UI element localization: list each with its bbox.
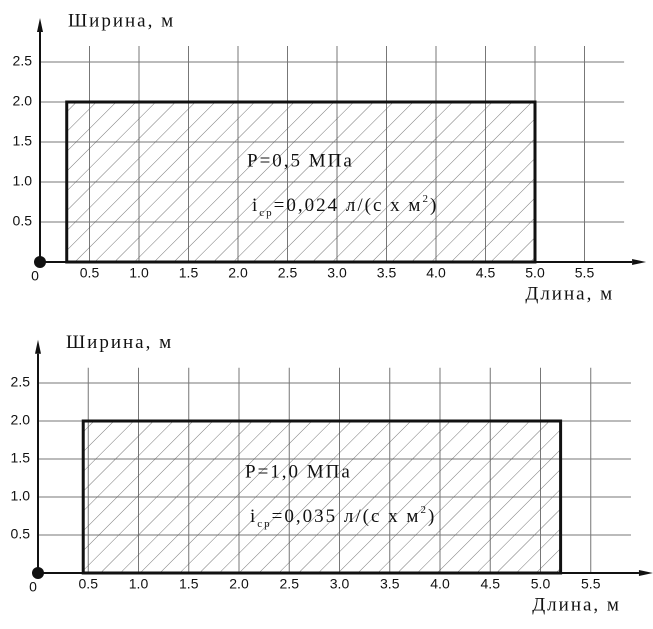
y-axis-label: Ширина, м xyxy=(68,10,175,31)
intensity-part: ) xyxy=(430,195,438,216)
y-tick-label: 1.5 xyxy=(13,133,33,149)
x-tick-label: 1.5 xyxy=(179,576,199,592)
x-tick-label: 3.5 xyxy=(380,576,400,592)
x-tick-label: 5.0 xyxy=(525,265,545,281)
y-axis-label: Ширина, м xyxy=(66,332,173,353)
x-tick-label: 1.0 xyxy=(129,265,149,281)
pressure-label: P=0,5 МПа xyxy=(247,150,354,171)
pressure-label: P=1,0 МПа xyxy=(245,461,352,482)
x-tick-label: 4.5 xyxy=(476,265,496,281)
y-tick-label: 2.0 xyxy=(11,412,31,428)
x-axis-arrow xyxy=(632,259,647,265)
y-axis-arrow xyxy=(37,18,43,32)
x-tick-label: 1.0 xyxy=(129,576,149,592)
x-tick-label: 0.5 xyxy=(79,576,99,592)
intensity-part: i xyxy=(250,506,257,527)
x-tick-label: 2.5 xyxy=(278,265,298,281)
intensity-part: ср xyxy=(257,518,271,530)
intensity-part: ) xyxy=(428,506,436,527)
x-tick-label: 4.0 xyxy=(430,576,450,592)
y-tick-label: 1.5 xyxy=(11,450,31,466)
x-axis-label: Длина, м xyxy=(525,283,614,304)
origin-dot xyxy=(32,567,44,579)
origin-label: 0 xyxy=(31,268,39,284)
y-tick-label: 1.0 xyxy=(11,488,31,504)
x-tick-label: 2.5 xyxy=(280,576,300,592)
coverage-area xyxy=(65,100,537,264)
y-axis-arrow xyxy=(35,339,41,354)
intensity-part: =0,035 л/(с х м xyxy=(272,506,421,527)
y-tick-label: 2.0 xyxy=(13,93,33,109)
y-tick-label: 2.5 xyxy=(13,53,33,69)
x-tick-label: 1.5 xyxy=(179,265,199,281)
x-tick-label: 3.0 xyxy=(327,265,347,281)
x-tick-label: 0.5 xyxy=(80,265,100,281)
y-tick-label: 1.0 xyxy=(13,173,33,189)
x-tick-label: 2.0 xyxy=(229,576,249,592)
y-tick-label: 0.5 xyxy=(11,526,31,542)
coverage-area xyxy=(81,419,563,575)
origin-dot xyxy=(34,256,46,268)
origin-label: 0 xyxy=(29,579,37,595)
y-tick-label: 0.5 xyxy=(13,213,33,229)
x-axis-arrow xyxy=(638,570,653,576)
intensity-part: ср xyxy=(259,207,273,219)
x-tick-label: 3.0 xyxy=(330,576,350,592)
x-axis-label: Длина, м xyxy=(532,594,621,615)
intensity-part: i xyxy=(252,195,259,216)
intensity-part: 2 xyxy=(420,504,428,516)
intensity-part: 2 xyxy=(422,193,430,205)
x-tick-label: 2.0 xyxy=(228,265,248,281)
intensity-label: iср=0,035 л/(с х м2) xyxy=(250,504,436,530)
x-tick-label: 5.5 xyxy=(575,265,595,281)
x-tick-label: 3.5 xyxy=(377,265,397,281)
x-tick-label: 4.5 xyxy=(481,576,501,592)
intensity-part: =0,024 л/(с х м xyxy=(274,195,423,216)
intensity-label: iср=0,024 л/(с х м2) xyxy=(252,193,438,219)
x-tick-label: 5.5 xyxy=(581,576,601,592)
x-tick-label: 4.0 xyxy=(426,265,446,281)
x-tick-label: 5.0 xyxy=(531,576,551,592)
y-tick-label: 2.5 xyxy=(11,374,31,390)
